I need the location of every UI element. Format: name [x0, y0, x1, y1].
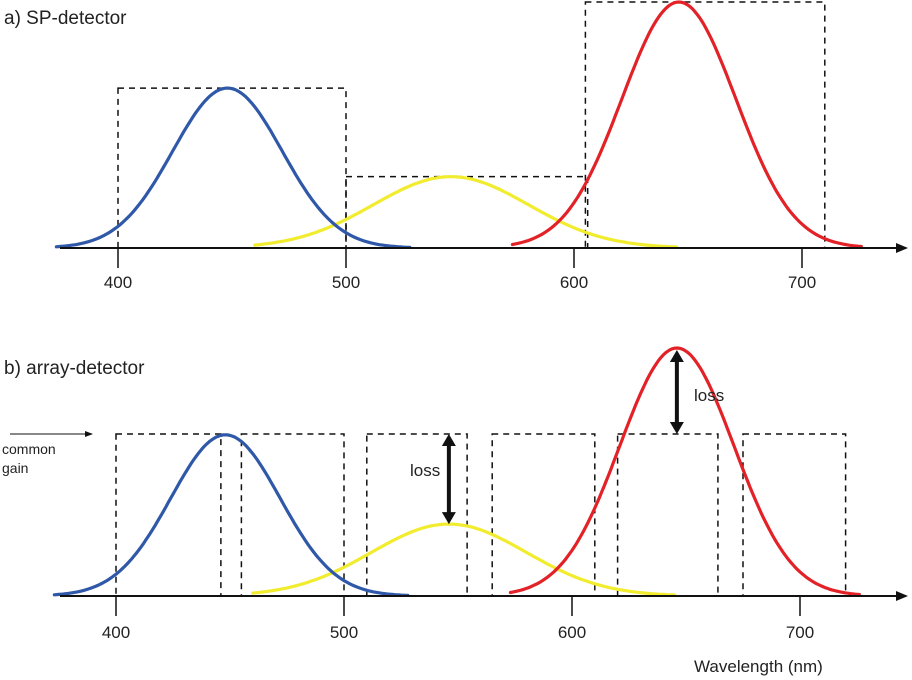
sp-tick-400: 400 [104, 273, 132, 292]
loss-arrow-red-head-bottom [669, 422, 684, 434]
loss-arrow-yellow-head-top [441, 434, 456, 446]
sp-box-blue [117, 87, 347, 249]
common-gain-label-line1: common [2, 441, 56, 457]
array-detector-panel: b) array-detector common gain 400 500 60… [2, 346, 908, 676]
sp-curve-blue [54, 86, 412, 249]
array-spectral-curves [52, 346, 861, 597]
sp-spectral-curves [54, 0, 863, 249]
array-tick-400: 400 [102, 623, 130, 642]
loss-label-red: loss [694, 386, 724, 405]
sp-axis-ticks [117, 248, 803, 268]
sp-curve-red [510, 0, 863, 249]
array-filter-boxes [115, 433, 847, 597]
common-gain-label-line2: gain [2, 460, 28, 476]
loss-arrows [441, 350, 684, 525]
loss-label-yellow: loss [410, 461, 440, 480]
loss-arrow-yellow-head-bottom [441, 512, 456, 525]
loss-arrow-red-head-top [669, 350, 684, 362]
array-tick-600: 600 [558, 623, 586, 642]
array-curve-blue [52, 433, 410, 597]
loss-arrow-yellow [441, 434, 456, 525]
array-box-6 [742, 433, 847, 597]
sp-tick-700: 700 [788, 273, 816, 292]
sp-box-yellow [345, 175, 589, 249]
array-curve-yellow [251, 522, 677, 597]
array-axis-ticks [115, 596, 801, 616]
array-box-5 [616, 433, 719, 597]
array-box-4 [491, 433, 596, 597]
sp-tick-500: 500 [332, 273, 360, 292]
sp-tick-600: 600 [560, 273, 588, 292]
sp-filter-boxes [117, 1, 826, 249]
array-box-1 [115, 433, 222, 597]
array-tick-500: 500 [330, 623, 358, 642]
array-curve-red [508, 346, 861, 597]
sp-curve-yellow [253, 175, 679, 249]
loss-arrow-red [669, 350, 684, 434]
array-tick-700: 700 [786, 623, 814, 642]
array-panel-label: b) array-detector [4, 358, 145, 379]
sp-detector-panel: a) SP-detector 400 500 600 700 [4, 0, 908, 292]
sp-panel-label: a) SP-detector [4, 8, 127, 29]
x-axis-title: Wavelength (nm) [694, 657, 823, 676]
